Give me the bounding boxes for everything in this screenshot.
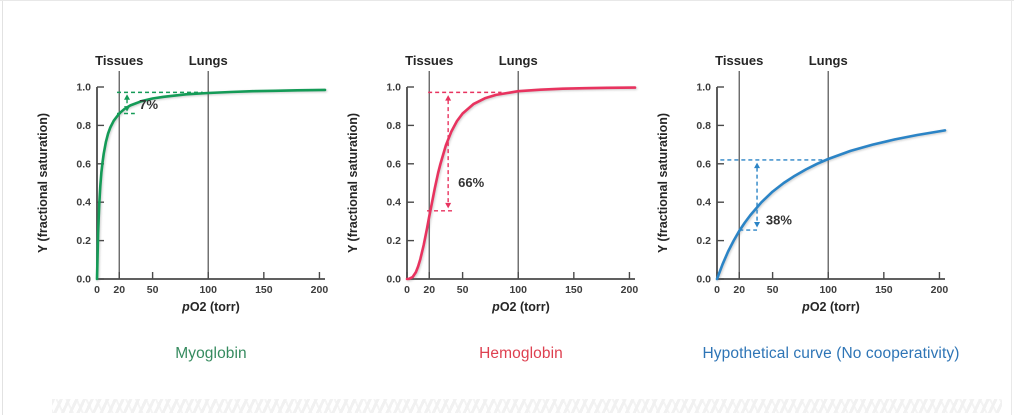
x-axis-title: pO2 (torr) bbox=[491, 300, 550, 314]
bottom-decorative-strip bbox=[52, 399, 1002, 413]
chart-block-hemoglobin: Tissues Lungs 0.0 0.2 0.4 0.6 0.8 1.0 0 20 50 100 15… bbox=[343, 47, 643, 363]
curve-1 bbox=[405, 86, 637, 281]
reference-label-lungs: Lungs bbox=[499, 53, 538, 68]
y-tick-label: 0.0 bbox=[386, 274, 401, 286]
x-tick-label: 20 bbox=[733, 284, 745, 296]
x-tick-label: 0 bbox=[714, 284, 720, 296]
y-axis-title: Y (fractional saturation) bbox=[346, 113, 360, 253]
x-tick-label: 50 bbox=[147, 284, 159, 296]
x-tick-label: 20 bbox=[423, 284, 435, 296]
y-tick-label: 0.2 bbox=[76, 235, 91, 247]
x-tick-label: 150 bbox=[255, 284, 273, 296]
left-edge-divider bbox=[2, 1, 3, 415]
x-tick-label: 50 bbox=[767, 284, 779, 296]
curve-2 bbox=[715, 129, 947, 281]
x-tick-label: 100 bbox=[509, 284, 527, 296]
charts-row: Tissues Lungs 0.0 0.2 0.4 0.6 0.8 1.0 0 20 50 100 15… bbox=[33, 47, 959, 363]
hypothetical-caption: Hypothetical curve (No cooperativity) bbox=[702, 345, 960, 362]
reference-label-lungs: Lungs bbox=[189, 53, 228, 68]
curve-0 bbox=[95, 88, 327, 281]
x-tick-label: 150 bbox=[875, 284, 893, 296]
hemoglobin-chart: Tissues Lungs 0.0 0.2 0.4 0.6 0.8 1.0 0 20 50 100 15… bbox=[346, 53, 639, 314]
x-tick-label: 200 bbox=[621, 284, 639, 296]
y-tick-label: 0.4 bbox=[76, 197, 91, 209]
chart-block-hypothetical: Tissues Lungs 0.0 0.2 0.4 0.6 0.8 1.0 0 20 50 100 15… bbox=[653, 47, 959, 363]
x-tick-label: 0 bbox=[94, 284, 100, 296]
y-tick-label: 0.0 bbox=[76, 274, 91, 286]
reference-label-tissues: Tissues bbox=[95, 53, 143, 68]
y-tick-label: 0.4 bbox=[696, 197, 711, 209]
chart-block-myoglobin: Tissues Lungs 0.0 0.2 0.4 0.6 0.8 1.0 0 20 50 100 15… bbox=[33, 47, 333, 363]
y-tick-label: 0.6 bbox=[76, 158, 91, 170]
x-tick-label: 20 bbox=[113, 284, 125, 296]
y-tick-label: 0.8 bbox=[696, 120, 711, 132]
x-tick-label: 100 bbox=[819, 284, 837, 296]
hypothetical-curve-chart: Tissues Lungs 0.0 0.2 0.4 0.6 0.8 1.0 0 20 50 100 15… bbox=[656, 53, 949, 314]
myoglobin-chart: Tissues Lungs 0.0 0.2 0.4 0.6 0.8 1.0 0 20 50 100 15… bbox=[36, 53, 329, 314]
x-tick-label: 200 bbox=[931, 284, 949, 296]
x-tick-label: 0 bbox=[404, 284, 410, 296]
x-tick-label: 200 bbox=[311, 284, 329, 296]
x-axis-title: pO2 (torr) bbox=[801, 300, 860, 314]
x-tick-label: 100 bbox=[199, 284, 217, 296]
annotation-arrowhead-down bbox=[124, 106, 131, 112]
y-tick-label: 0.8 bbox=[76, 120, 91, 132]
y-tick-label: 1.0 bbox=[386, 82, 401, 94]
y-tick-label: 0.4 bbox=[386, 197, 401, 209]
annotation-arrowhead-down bbox=[754, 222, 761, 228]
annotation-arrowhead-up bbox=[124, 94, 131, 100]
reference-label-tissues: Tissues bbox=[405, 53, 453, 68]
x-axis-title: pO2 (torr) bbox=[181, 300, 240, 314]
y-tick-label: 0.2 bbox=[386, 235, 401, 247]
right-edge-divider bbox=[1011, 1, 1012, 415]
hemoglobin-caption: Hemoglobin bbox=[479, 345, 563, 362]
x-tick-label: 50 bbox=[457, 284, 469, 296]
reference-label-lungs: Lungs bbox=[809, 53, 848, 68]
y-tick-label: 0.6 bbox=[696, 158, 711, 170]
y-axis-title: Y (fractional saturation) bbox=[656, 113, 670, 253]
y-tick-label: 1.0 bbox=[696, 82, 711, 94]
annotation-percent-label: 7% bbox=[139, 97, 158, 112]
annotation-percent-label: 66% bbox=[458, 175, 484, 190]
y-axis-title: Y (fractional saturation) bbox=[36, 113, 50, 253]
annotation-arrowhead-up bbox=[754, 162, 761, 169]
annotation-arrowhead-up bbox=[445, 95, 452, 101]
myoglobin-caption: Myoglobin bbox=[175, 345, 247, 362]
annotation-percent-label: 38% bbox=[766, 212, 792, 227]
y-tick-label: 0.2 bbox=[696, 235, 711, 247]
y-tick-label: 1.0 bbox=[76, 82, 91, 94]
y-tick-label: 0.6 bbox=[386, 158, 401, 170]
y-tick-label: 0.8 bbox=[386, 120, 401, 132]
reference-label-tissues: Tissues bbox=[715, 53, 763, 68]
x-tick-label: 150 bbox=[565, 284, 583, 296]
annotation-arrowhead-down bbox=[445, 202, 452, 209]
y-tick-label: 0.0 bbox=[696, 274, 711, 286]
